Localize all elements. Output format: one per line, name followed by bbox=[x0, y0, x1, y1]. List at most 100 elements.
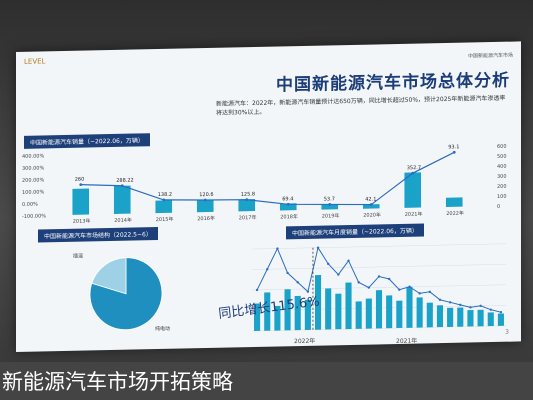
line-point bbox=[479, 304, 482, 307]
bar bbox=[447, 307, 454, 327]
annual-sales-chart: 400.00% 300.00% 200.00% 100.00% 0.00% -100.00… bbox=[22, 144, 507, 225]
line-point bbox=[367, 286, 371, 289]
bar-label: 53.7 bbox=[324, 196, 335, 202]
bar bbox=[155, 200, 173, 214]
left-axis-tick: 200.00% bbox=[22, 177, 44, 183]
bar bbox=[404, 172, 422, 208]
category-label: 2018年 bbox=[280, 213, 298, 220]
right-axis-tick: 500 bbox=[497, 154, 507, 160]
bar bbox=[264, 292, 271, 331]
bar-label: 69.4 bbox=[282, 196, 293, 202]
bar bbox=[254, 303, 261, 332]
pie-chart-header: 中国新能源汽车市场结构（2022.5~6） bbox=[38, 227, 158, 243]
bar bbox=[406, 286, 413, 328]
line-point bbox=[276, 247, 279, 250]
gridline bbox=[252, 243, 506, 250]
category-label: 2015年 bbox=[156, 216, 174, 223]
line-point bbox=[369, 203, 373, 206]
line-point bbox=[306, 290, 310, 293]
category-label: 2013年 bbox=[73, 217, 91, 224]
bar bbox=[436, 305, 444, 328]
line-point bbox=[459, 303, 462, 307]
line-point bbox=[245, 198, 249, 202]
line-point bbox=[286, 202, 290, 206]
bar bbox=[386, 295, 393, 329]
line-point bbox=[286, 271, 289, 275]
slide-description: 新能源汽车：2022年，新能源汽车销量预计达650万辆，同比增长超过50%，预计… bbox=[216, 94, 506, 117]
gridline bbox=[252, 263, 506, 270]
bar bbox=[238, 198, 256, 212]
bar-label: 120.6 bbox=[199, 192, 213, 198]
bar bbox=[284, 289, 291, 331]
caption-text: 新能源汽车市场开拓策略 bbox=[2, 370, 233, 394]
line-point bbox=[347, 259, 350, 262]
page-number: 3 bbox=[505, 328, 509, 336]
pie-label: 插混 bbox=[73, 252, 83, 259]
bar bbox=[365, 298, 372, 329]
line-point bbox=[327, 262, 330, 266]
right-axis-tick: 600 bbox=[497, 144, 507, 150]
line-point bbox=[120, 184, 124, 188]
line-point bbox=[296, 281, 299, 284]
category-label: 2014年 bbox=[114, 217, 132, 224]
slide-title: 中国新能源汽车市场总体分析 bbox=[276, 70, 510, 96]
category-label: 2021年 bbox=[405, 210, 423, 217]
monthly-sales-chart bbox=[252, 243, 506, 332]
line-point bbox=[387, 277, 391, 281]
right-axis-tick: 400 bbox=[497, 164, 507, 170]
bar bbox=[325, 288, 332, 330]
bar bbox=[355, 301, 362, 329]
presentation-photo: LEVEL 中国新能源汽车市场 中国新能源汽车市场总体分析 新能源汽车：2022… bbox=[0, 0, 533, 362]
line-point bbox=[79, 183, 83, 187]
category-label: 2019年 bbox=[322, 212, 340, 219]
year-label-2021: 2021年 bbox=[396, 337, 418, 346]
bar bbox=[457, 307, 464, 327]
bar-label: 42.1 bbox=[365, 196, 376, 202]
line-point bbox=[408, 285, 411, 288]
bar bbox=[335, 293, 342, 330]
slide: LEVEL 中国新能源汽车市场 中国新能源汽车市场总体分析 新能源汽车：2022… bbox=[16, 41, 521, 353]
line-point bbox=[316, 246, 320, 249]
line-point bbox=[448, 301, 452, 304]
bar bbox=[497, 313, 504, 326]
year-label-2022: 2022年 bbox=[294, 337, 316, 346]
pie-label: 纯电动 bbox=[155, 325, 170, 332]
line-point bbox=[377, 275, 381, 278]
category-label: 2022年 bbox=[446, 210, 464, 217]
bar bbox=[362, 204, 380, 209]
category-label: 2020年 bbox=[363, 211, 381, 218]
bar bbox=[304, 299, 311, 330]
bar bbox=[467, 310, 474, 327]
bar bbox=[477, 309, 484, 327]
caption-bar bbox=[0, 362, 533, 400]
category-label: 2016年 bbox=[197, 215, 215, 222]
line-point bbox=[418, 292, 421, 295]
corner-note: 中国新能源汽车市场 bbox=[467, 52, 513, 60]
line-point bbox=[452, 150, 456, 154]
line-point bbox=[469, 306, 472, 309]
line-point bbox=[357, 281, 360, 284]
growth-line bbox=[80, 151, 455, 206]
bar bbox=[314, 274, 322, 330]
gridline bbox=[252, 284, 506, 291]
bar bbox=[426, 302, 433, 328]
right-axis-tick: 200 bbox=[497, 184, 507, 190]
bar bbox=[396, 300, 403, 329]
bar-label: 93.1 bbox=[448, 144, 459, 150]
line-point bbox=[255, 288, 259, 292]
monthly-chart-header: 中国新能源汽车月度销量（~2022.06，万辆） bbox=[286, 223, 424, 240]
left-axis-tick: 100.00% bbox=[22, 189, 44, 195]
left-axis-tick: 0.00% bbox=[22, 202, 38, 208]
line-point bbox=[337, 273, 340, 276]
bar bbox=[345, 282, 352, 330]
bar bbox=[416, 297, 423, 328]
line-point bbox=[489, 308, 492, 311]
bar bbox=[321, 203, 339, 210]
left-axis-tick: 300.00% bbox=[22, 165, 44, 171]
bar-label: 125.8 bbox=[241, 191, 255, 197]
bar-label: 260 bbox=[75, 177, 85, 183]
bar bbox=[196, 199, 214, 213]
bar-label: 352.7 bbox=[407, 165, 421, 171]
bar bbox=[279, 203, 297, 211]
line-point bbox=[203, 198, 207, 202]
